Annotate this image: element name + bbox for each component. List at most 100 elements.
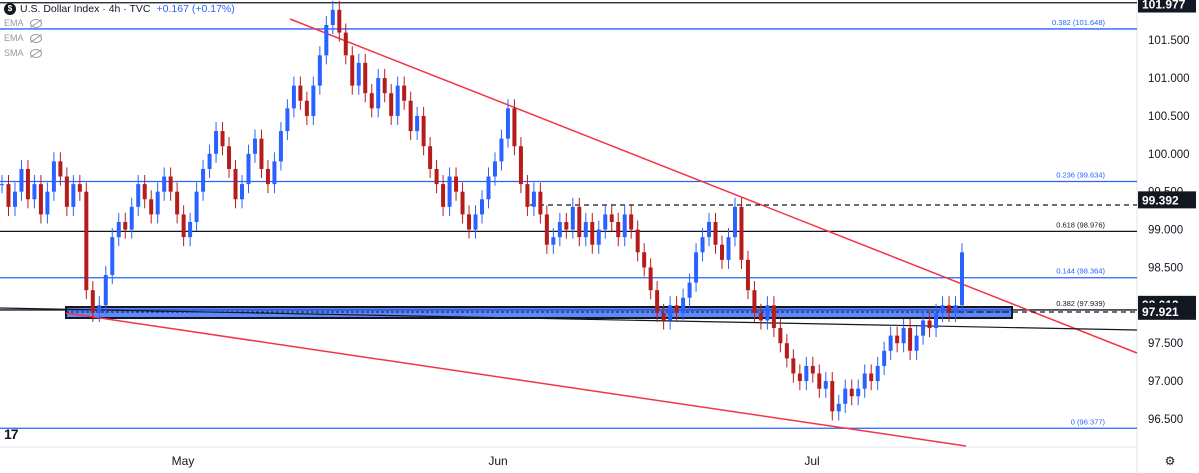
candle — [240, 175, 244, 209]
candle — [12, 182, 17, 216]
candle-body — [875, 365, 880, 382]
candle — [220, 121, 225, 156]
candle-body — [356, 62, 361, 86]
candle-body — [804, 365, 809, 382]
candle-body — [123, 221, 128, 230]
candle-body — [168, 176, 173, 192]
candle — [914, 326, 919, 360]
candle-body — [953, 305, 958, 313]
candle-body — [136, 184, 141, 207]
candle-body — [895, 335, 900, 344]
candle-body — [570, 206, 575, 230]
candle-body — [700, 237, 705, 253]
candle-body — [265, 168, 270, 185]
candle — [369, 84, 374, 118]
candle-body — [84, 191, 89, 291]
candle-body — [220, 131, 225, 147]
candle-body — [531, 191, 536, 207]
candle-body — [869, 373, 874, 382]
candle — [162, 167, 167, 201]
candle — [804, 356, 809, 391]
candle — [564, 212, 569, 239]
candle — [752, 281, 757, 322]
candle-body — [739, 206, 744, 260]
price-tick-label: 98.500 — [1148, 262, 1183, 274]
candle-body — [240, 184, 244, 200]
fib-level-label: 0.382 (101.648) — [1052, 18, 1105, 27]
candle — [934, 303, 939, 338]
candle — [480, 190, 484, 224]
candle — [875, 356, 880, 391]
candle — [382, 68, 387, 103]
price-badge: 99.392 — [1138, 191, 1196, 209]
candle-body — [363, 62, 368, 94]
price-tick-label: 97.500 — [1148, 338, 1183, 350]
candle-body — [622, 214, 627, 238]
candle — [90, 281, 95, 322]
candle — [570, 197, 575, 239]
price-badge-label: 97.921 — [1142, 305, 1179, 319]
eye-off-icon[interactable] — [29, 48, 42, 58]
candle-body — [337, 9, 342, 33]
candle-body — [447, 176, 452, 207]
eye-off-icon[interactable] — [29, 33, 42, 43]
candle-body — [421, 115, 426, 147]
indicator-row[interactable]: SMA — [4, 48, 42, 58]
candle — [460, 182, 465, 224]
candle — [778, 318, 783, 353]
trendlines — [0, 18, 1138, 447]
price-candles — [0, 0, 964, 421]
eye-off-icon[interactable] — [29, 18, 42, 28]
candle — [317, 46, 322, 95]
candle — [311, 76, 316, 126]
candle-body — [713, 221, 718, 245]
candle — [791, 349, 796, 383]
candle — [207, 144, 212, 179]
tradingview-logo[interactable]: 17 — [4, 426, 19, 442]
candle — [707, 212, 712, 247]
candle — [233, 159, 238, 209]
candle — [175, 182, 180, 224]
candle-body — [674, 305, 679, 313]
candle-body — [103, 275, 108, 306]
candle-body — [661, 312, 666, 321]
candle-body — [402, 85, 407, 101]
dollar-icon: $ — [4, 3, 16, 15]
candle-body — [752, 290, 757, 313]
fib-level-label: 0.618 (98.976) — [1056, 220, 1105, 229]
indicator-row[interactable]: EMA — [4, 18, 42, 28]
candle — [0, 175, 4, 194]
candle — [428, 137, 433, 179]
candle-body — [681, 297, 686, 313]
fib-level-label: 0.236 (99.634) — [1056, 171, 1105, 180]
candle — [901, 318, 906, 353]
candle — [596, 220, 601, 254]
legend-title-row[interactable]: $ U.S. Dollar Index · 4h · TVC +0.167 (+… — [4, 3, 235, 15]
candle — [434, 159, 439, 194]
candle-body — [350, 55, 355, 86]
candle-body — [389, 93, 394, 116]
candle-body — [181, 214, 186, 238]
candle — [389, 84, 394, 126]
candle — [531, 182, 536, 216]
candle-body — [914, 335, 919, 351]
gear-icon[interactable]: ⚙ — [1164, 454, 1176, 468]
price-badge-label: 101.977 — [1142, 0, 1186, 12]
candle-body — [298, 85, 303, 101]
candle-body — [940, 305, 945, 313]
candle — [590, 212, 595, 254]
candle — [726, 228, 731, 269]
candle — [512, 99, 517, 156]
candle — [635, 220, 640, 262]
candle-body — [921, 320, 926, 336]
candle — [732, 197, 737, 247]
candle-body — [473, 214, 478, 230]
candle — [45, 182, 50, 224]
candle — [830, 371, 835, 421]
candle-body — [732, 206, 737, 238]
indicator-row[interactable]: EMA — [4, 33, 42, 43]
candle — [862, 364, 867, 398]
price-tick-label: 101.000 — [1148, 73, 1190, 85]
